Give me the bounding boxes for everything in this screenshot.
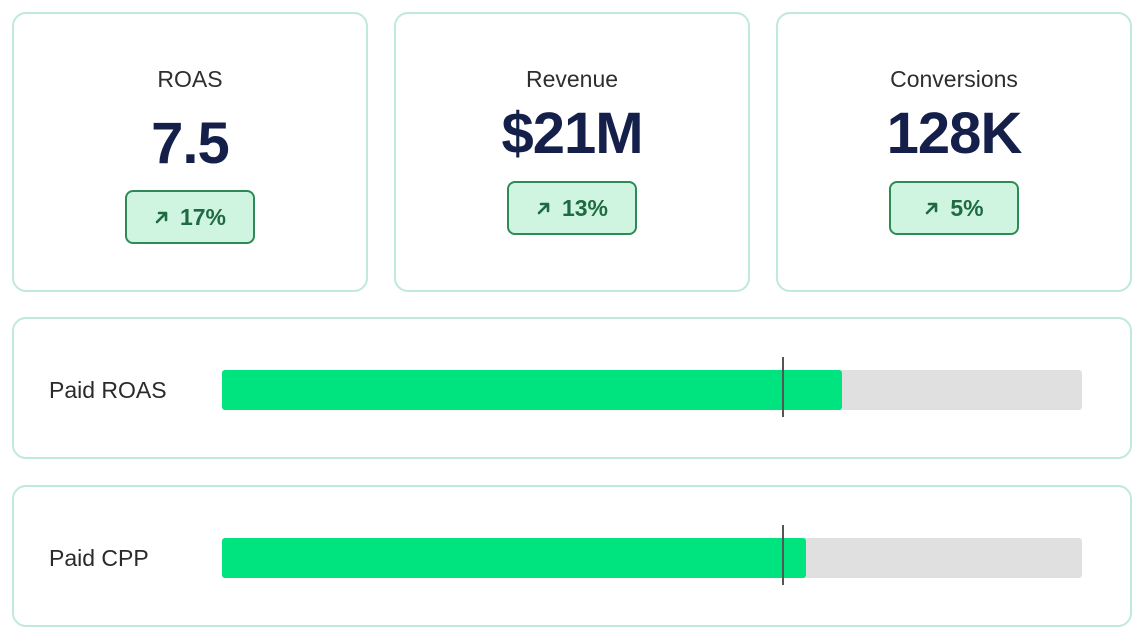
bar-label: Paid ROAS — [49, 377, 167, 403]
change-value: 13% — [561, 194, 609, 221]
target-marker — [781, 357, 784, 417]
kpi-value: $21M — [501, 101, 643, 166]
target-marker — [781, 525, 784, 585]
kpi-card-conversions: Conversions 128K 5% — [776, 12, 1132, 292]
arrow-up-right-icon — [154, 209, 170, 225]
kpi-card-roas: ROAS 7.5 17% — [12, 12, 368, 292]
bar-card-paid-roas: Paid ROAS — [12, 317, 1132, 459]
progress-fill — [222, 370, 843, 410]
kpi-label: Conversions — [890, 66, 1018, 92]
kpi-value: 7.5 — [151, 111, 230, 176]
progress-fill — [222, 538, 806, 578]
change-value: 17% — [179, 203, 227, 230]
kpi-card-revenue: Revenue $21M 13% — [394, 12, 750, 292]
change-badge: 17% — [125, 190, 255, 244]
arrow-up-right-icon — [924, 200, 940, 216]
bar-card-paid-cpp: Paid CPP — [12, 485, 1132, 627]
arrow-up-right-icon — [536, 200, 552, 216]
change-badge: 13% — [507, 181, 637, 235]
change-value: 5% — [950, 194, 984, 221]
bar-label: Paid CPP — [49, 545, 149, 571]
kpi-label: Revenue — [525, 66, 619, 92]
kpi-label: ROAS — [157, 66, 223, 92]
progress-track — [222, 525, 1082, 585]
kpi-value: 128K — [886, 101, 1023, 166]
change-badge: 5% — [889, 181, 1019, 235]
progress-track — [222, 357, 1082, 417]
